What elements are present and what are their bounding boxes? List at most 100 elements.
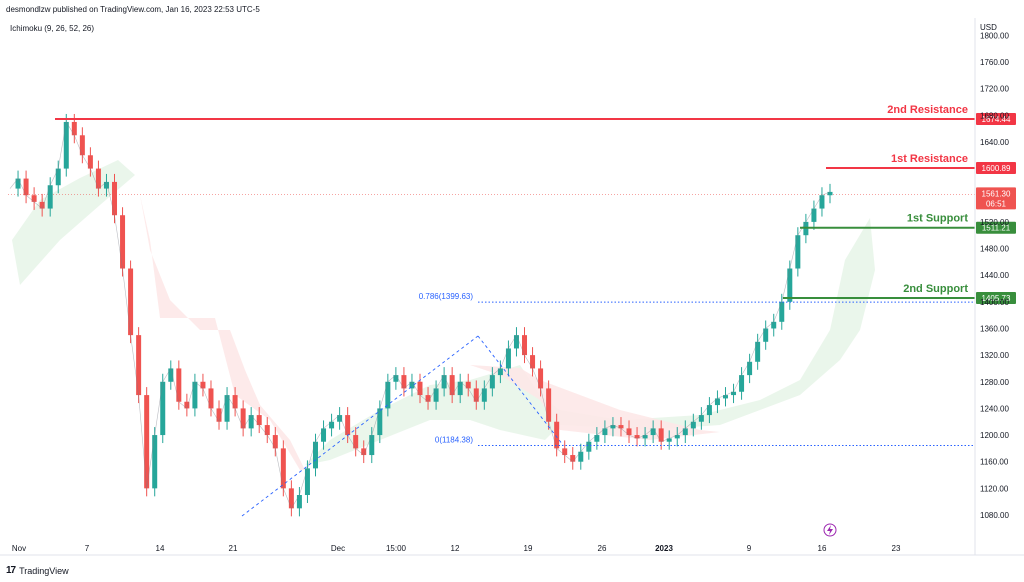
candles bbox=[15, 113, 833, 517]
candle-body bbox=[698, 415, 704, 422]
candle-body bbox=[650, 428, 656, 436]
candle-body bbox=[144, 395, 150, 489]
support-resistance-levels: 2nd Resistance 1674.44 1st Resistance 1600.… bbox=[55, 104, 1016, 305]
price-tick-label: 1400.00 bbox=[980, 298, 1009, 307]
candle-body bbox=[152, 435, 158, 489]
candle-body bbox=[505, 348, 511, 369]
level-price-badge bbox=[976, 221, 1016, 234]
candle-body bbox=[393, 375, 399, 382]
time-tick-label: Nov bbox=[12, 544, 26, 553]
candle-body bbox=[763, 328, 769, 342]
candle-body bbox=[546, 388, 552, 422]
candle-body bbox=[240, 408, 246, 429]
candle-body bbox=[562, 448, 568, 456]
candle-body bbox=[755, 341, 761, 362]
candle-body bbox=[642, 435, 648, 439]
level-price-badge bbox=[976, 292, 1016, 305]
current-price-label: 1561.30 bbox=[982, 189, 1011, 198]
candle-body bbox=[296, 495, 302, 509]
candle-body bbox=[200, 381, 206, 389]
time-tick-label: 16 bbox=[818, 544, 827, 553]
candle-body bbox=[586, 441, 592, 452]
time-tick-label: 7 bbox=[85, 544, 90, 553]
candle-body bbox=[787, 268, 793, 302]
fib-level-label: 0(1184.38) bbox=[435, 435, 473, 444]
tradingview-footer: 17 TradingView bbox=[6, 565, 69, 576]
countdown-label: 06:51 bbox=[986, 199, 1007, 208]
candle-body bbox=[39, 201, 45, 209]
indicator-label[interactable]: Ichimoku (9, 26, 52, 26) bbox=[10, 24, 95, 33]
candle-body bbox=[690, 421, 696, 429]
candle-body bbox=[618, 425, 624, 429]
time-tick-label: 15:00 bbox=[386, 544, 407, 553]
candle-body bbox=[120, 215, 126, 269]
candle-body bbox=[15, 178, 21, 189]
candle-body bbox=[329, 421, 335, 429]
time-tick-label: 12 bbox=[451, 544, 460, 553]
level-price-badge bbox=[976, 161, 1016, 174]
candle-body bbox=[128, 268, 134, 336]
candle-body bbox=[136, 335, 142, 396]
candle-body bbox=[497, 368, 503, 376]
price-tick-label: 1800.00 bbox=[980, 31, 1009, 40]
level-price-label: 1405.73 bbox=[982, 294, 1011, 303]
price-path-line bbox=[9, 121, 831, 509]
candle-body bbox=[168, 368, 174, 382]
candle-body bbox=[288, 488, 294, 509]
price-tick-label: 1640.00 bbox=[980, 138, 1009, 147]
level-price-badge bbox=[976, 112, 1016, 125]
candle-body bbox=[55, 168, 61, 186]
candle-body bbox=[554, 421, 560, 449]
candle-body bbox=[771, 321, 777, 329]
price-tick-label: 1200.00 bbox=[980, 431, 1009, 440]
candle-body bbox=[47, 185, 53, 209]
candle-body bbox=[184, 401, 190, 409]
candle-body bbox=[473, 388, 479, 402]
candle-body bbox=[827, 191, 833, 196]
candle-body bbox=[63, 121, 69, 169]
candle-body bbox=[87, 155, 93, 169]
candle-body bbox=[538, 368, 544, 389]
price-tick-label: 1760.00 bbox=[980, 58, 1009, 67]
candle-body bbox=[369, 435, 375, 456]
candle-body bbox=[248, 415, 254, 429]
candle-body bbox=[95, 168, 101, 189]
price-tick-label: 1680.00 bbox=[980, 111, 1009, 120]
candle-body bbox=[610, 425, 616, 429]
candle-body bbox=[489, 375, 495, 389]
candle-body bbox=[819, 195, 825, 209]
candle-body bbox=[337, 415, 343, 422]
candle-body bbox=[674, 435, 680, 439]
time-tick-label: 21 bbox=[229, 544, 238, 553]
candle-body bbox=[256, 415, 262, 426]
candle-body bbox=[570, 455, 576, 462]
candle-body bbox=[530, 355, 536, 369]
candle-body bbox=[449, 375, 455, 396]
fib-trend-line bbox=[477, 335, 564, 446]
candle-body bbox=[417, 381, 423, 396]
candle-body bbox=[377, 408, 383, 436]
candle-body bbox=[71, 121, 77, 136]
candle-body bbox=[779, 301, 785, 322]
currency-label: USD bbox=[980, 23, 997, 32]
level-name: 2nd Resistance bbox=[887, 104, 968, 116]
candle-body bbox=[23, 178, 29, 196]
candle-body bbox=[264, 425, 270, 436]
price-tick-label: 1160.00 bbox=[980, 458, 1009, 467]
publish-info: desmondlzw published on TradingView.com,… bbox=[6, 5, 260, 14]
price-tick-label: 1320.00 bbox=[980, 351, 1009, 360]
candle-body bbox=[433, 388, 439, 402]
level-price-label: 1511.21 bbox=[982, 224, 1011, 233]
tradingview-logo-icon: 17 bbox=[6, 565, 16, 576]
candle-body bbox=[739, 375, 745, 392]
level-name: 1st Support bbox=[907, 213, 968, 225]
level-name: 1st Resistance bbox=[891, 153, 968, 165]
price-path bbox=[9, 121, 831, 509]
candle-body bbox=[682, 428, 688, 436]
candle-body bbox=[208, 388, 214, 409]
candle-body bbox=[706, 405, 712, 416]
price-tick-label: 1280.00 bbox=[980, 378, 1009, 387]
fib-trend-line bbox=[241, 335, 479, 517]
candle-body bbox=[722, 395, 728, 399]
